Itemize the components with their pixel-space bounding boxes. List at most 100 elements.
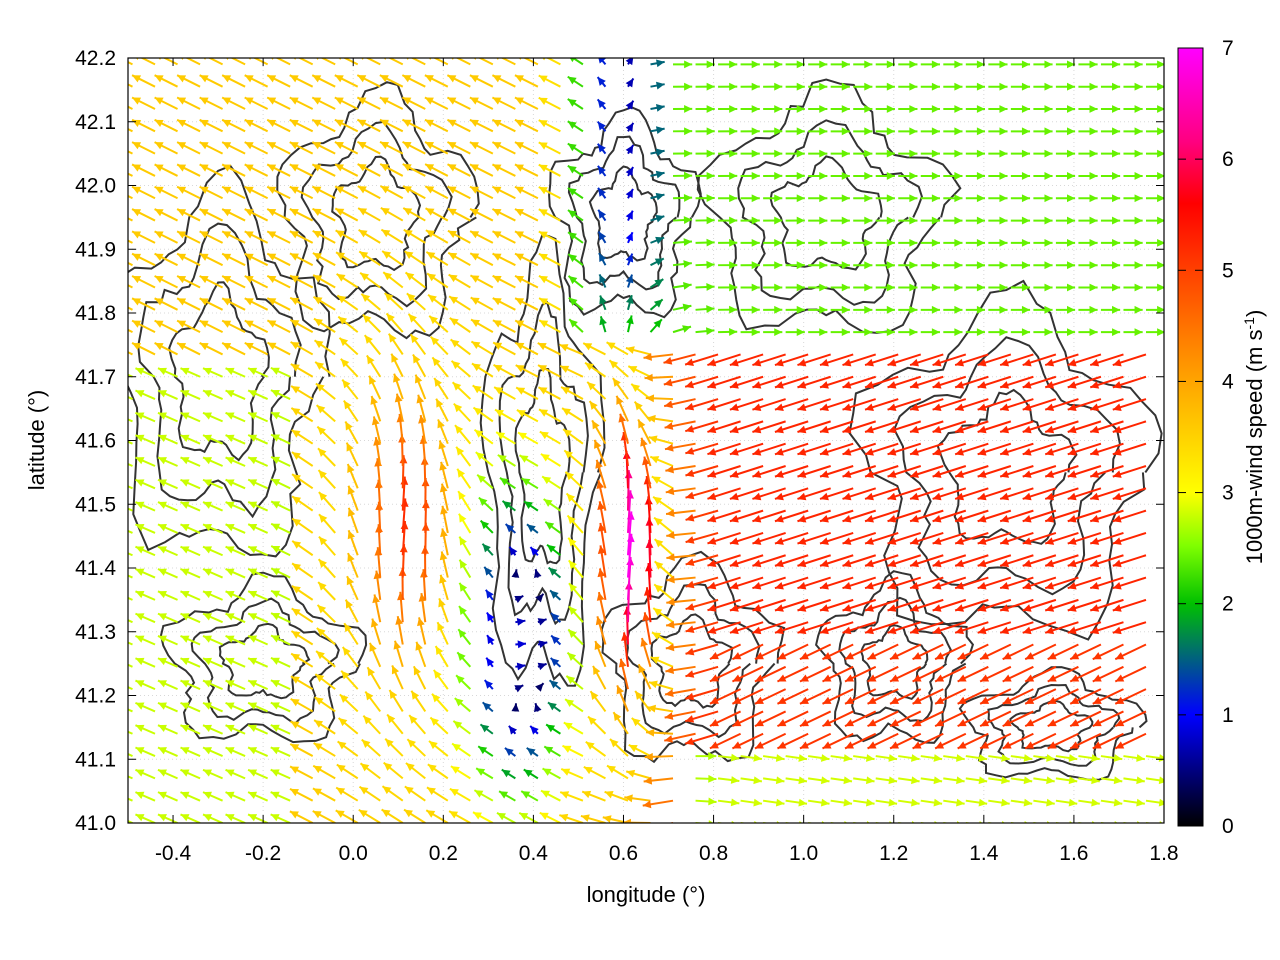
wind-arrow-head bbox=[567, 98, 577, 107]
wind-arrow-head bbox=[654, 258, 664, 266]
wind-arrow-head bbox=[887, 492, 897, 501]
wind-arrow-head bbox=[843, 776, 853, 785]
wind-arrow-head bbox=[1000, 515, 1010, 523]
wind-arrow-head bbox=[199, 142, 209, 150]
wind-arrow-head bbox=[244, 209, 254, 217]
wind-arrow-head bbox=[424, 75, 434, 83]
wind-arrow-head bbox=[598, 209, 607, 219]
wind-arrow-head bbox=[628, 744, 638, 753]
wind-arrow-head bbox=[999, 127, 1008, 136]
wind-arrow-head bbox=[663, 378, 673, 387]
wind-arrow-head bbox=[932, 381, 942, 389]
wind-arrow-head bbox=[409, 715, 418, 724]
wind-arrow-head bbox=[796, 261, 805, 270]
wind-arrow-head bbox=[203, 546, 213, 554]
wind-arrow-head bbox=[890, 674, 900, 682]
wind-arrow-head bbox=[977, 425, 987, 434]
wind-arrow-head bbox=[822, 719, 832, 727]
wind-arrow-head bbox=[514, 685, 524, 693]
wind-arrow-head bbox=[819, 470, 829, 478]
wind-arrow-head bbox=[842, 492, 852, 501]
wind-arrow-head bbox=[797, 403, 807, 411]
wind-arrow-head bbox=[1000, 381, 1010, 389]
wind-arrow-head bbox=[729, 328, 738, 336]
wind-arrow-head bbox=[999, 238, 1008, 247]
wind-arrow-head bbox=[909, 238, 918, 247]
wind-arrow-head bbox=[865, 425, 874, 434]
wind-arrow-shaft bbox=[128, 306, 133, 311]
wind-arrow-head bbox=[343, 400, 352, 410]
wind-arrow-head bbox=[729, 149, 738, 158]
wind-arrow-head bbox=[317, 604, 327, 614]
wind-arrow-head bbox=[955, 448, 965, 456]
wind-arrow-head bbox=[865, 537, 874, 545]
wind-arrow-head bbox=[797, 448, 807, 456]
wind-arrow-head bbox=[177, 298, 187, 306]
wind-arrow-head bbox=[538, 209, 548, 217]
wind-arrow-head bbox=[887, 581, 897, 590]
wind-arrow-head bbox=[819, 149, 828, 158]
wind-arrow-head bbox=[291, 430, 301, 438]
wind-arrow-head bbox=[999, 194, 1008, 203]
wind-arrow-head bbox=[225, 657, 235, 666]
wind-arrow-head bbox=[1045, 470, 1055, 478]
wind-arrow-head bbox=[135, 367, 145, 376]
wind-arrow-head bbox=[932, 515, 942, 523]
wind-arrow-head bbox=[955, 515, 965, 523]
wind-arrow-head bbox=[157, 680, 167, 688]
wind-arrow-head bbox=[1045, 381, 1055, 389]
wind-arrow-head bbox=[199, 209, 209, 217]
wind-arrow-head bbox=[289, 75, 299, 83]
wind-arrow-head bbox=[476, 768, 486, 776]
wind-arrow-head bbox=[819, 492, 829, 501]
wind-arrow-head bbox=[450, 339, 460, 348]
wind-arrow-head bbox=[359, 786, 369, 795]
wind-arrow-head bbox=[1134, 328, 1143, 337]
wind-arrow-head bbox=[1090, 604, 1100, 612]
y-tick-label: 42.0 bbox=[75, 175, 116, 198]
wind-arrow-head bbox=[956, 798, 965, 807]
colorbar-tick-label: 1 bbox=[1222, 704, 1234, 727]
wind-arrow-head bbox=[655, 236, 665, 245]
wind-arrow-head bbox=[933, 754, 943, 762]
wind-arrow-head bbox=[865, 559, 874, 568]
wind-arrow-head bbox=[1000, 537, 1010, 545]
wind-arrow-head bbox=[561, 387, 571, 395]
wind-arrow-head bbox=[424, 141, 434, 150]
wind-arrow-head bbox=[203, 434, 213, 442]
wind-arrow-head bbox=[706, 82, 715, 91]
wind-arrow-head bbox=[931, 194, 940, 203]
wind-arrow-head bbox=[549, 680, 559, 689]
wind-arrow-head bbox=[932, 626, 942, 635]
wind-arrow-head bbox=[225, 546, 235, 554]
wind-arrow-head bbox=[289, 186, 299, 194]
wind-arrow-head bbox=[684, 149, 693, 158]
wind-arrow-head bbox=[547, 544, 556, 553]
x-tick-label: 1.8 bbox=[1149, 842, 1178, 865]
wind-arrow-head bbox=[642, 824, 651, 832]
wind-arrow-head bbox=[977, 559, 987, 568]
wind-arrow-head bbox=[135, 479, 145, 487]
wind-arrow-head bbox=[373, 437, 381, 446]
wind-arrow-head bbox=[626, 769, 636, 778]
wind-arrow-head bbox=[1021, 261, 1031, 270]
wind-arrow-head bbox=[271, 590, 281, 598]
wind-arrow-head bbox=[931, 328, 940, 337]
wind-arrow-head bbox=[582, 790, 592, 799]
wind-arrow-head bbox=[598, 231, 607, 241]
wind-arrow-head bbox=[819, 537, 829, 545]
wind-arrow-head bbox=[732, 652, 742, 660]
wind-arrow-head bbox=[568, 583, 578, 592]
wind-arrow-head bbox=[602, 815, 612, 823]
wind-arrow-head bbox=[819, 604, 829, 612]
wind-arrow-head bbox=[685, 737, 695, 746]
wind-arrow-head bbox=[841, 105, 850, 113]
wind-arrow-head bbox=[514, 119, 524, 127]
wind-arrow-head bbox=[955, 604, 965, 612]
wind-arrow-head bbox=[357, 186, 367, 194]
wind-arrow-head bbox=[203, 501, 213, 509]
wind-arrow-head bbox=[113, 613, 122, 620]
wind-arrow-head bbox=[654, 584, 663, 593]
wind-arrow-head bbox=[886, 283, 895, 292]
wind-arrow-head bbox=[492, 298, 502, 306]
